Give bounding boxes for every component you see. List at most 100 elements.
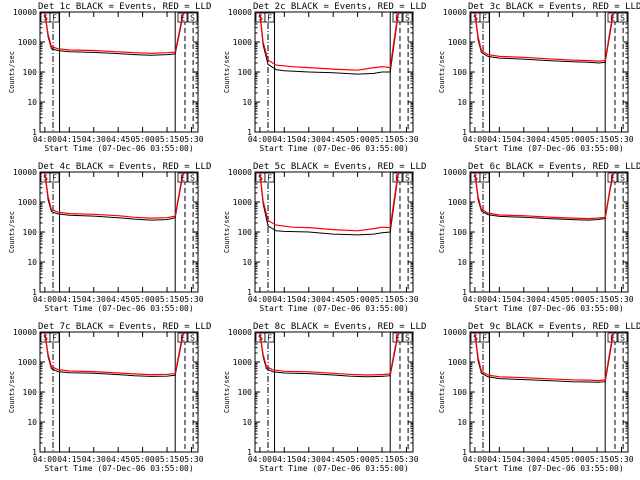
series-events-line [44, 333, 184, 377]
detector-panel-4: Det 4c BLACK = Events, RED = LLD 1 10 100 10… [8, 162, 211, 313]
x-tick-label: 05:30 [609, 455, 633, 464]
y-tick-label: 10000 [228, 168, 252, 177]
detector-panel-3: Det 3c BLACK = Events, RED = LLD 1 10 100 10… [438, 2, 640, 153]
edge-box [49, 332, 60, 343]
x-tick-label: 04:45 [536, 455, 560, 464]
x-axis-label: Start Time (07-Dec-06 03:55:00) [259, 304, 408, 313]
y-tick-label: 100 [23, 388, 38, 397]
edge-box [617, 12, 628, 23]
series-events-line [259, 333, 399, 378]
edge-box-label: F [52, 334, 57, 343]
y-tick-label: 1000 [233, 358, 252, 367]
x-tick-label: 05:15 [370, 295, 394, 304]
edge-box-label: S [405, 174, 410, 183]
y-axis-label: Counts/sec [223, 371, 231, 413]
x-tick-label: 04:30 [512, 135, 536, 144]
x-tick-label: 04:45 [321, 455, 345, 464]
panel-title: Det 1c BLACK = Events, RED = LLD [38, 2, 211, 12]
edge-box-label: F [267, 174, 272, 183]
x-tick-label: 05:00 [131, 455, 155, 464]
x-tick-label: 05:00 [346, 295, 370, 304]
series-lld-line [44, 12, 184, 54]
x-tick-label: 04:15 [487, 295, 511, 304]
series-events-line [259, 173, 399, 236]
y-tick-label: 1000 [18, 198, 37, 207]
x-tick-label: 04:15 [272, 455, 296, 464]
edge-box-label: F [267, 334, 272, 343]
x-tick-label: 05:30 [179, 135, 203, 144]
y-tick-label: 10 [242, 418, 252, 427]
panel-title: Det 4c BLACK = Events, RED = LLD [38, 162, 211, 172]
edge-box [49, 12, 60, 23]
y-tick-label: 1000 [448, 358, 467, 367]
x-tick-label: 04:15 [487, 135, 511, 144]
y-tick-label: 1 [32, 448, 37, 457]
y-axis-label: Counts/sec [8, 211, 16, 253]
x-axis-label: Start Time (07-Dec-06 03:55:00) [474, 144, 623, 153]
x-tick-label: 05:30 [394, 455, 418, 464]
x-tick-label: 05:30 [609, 135, 633, 144]
x-tick-label: 04:30 [297, 135, 321, 144]
panel-title: Det 5c BLACK = Events, RED = LLD [253, 162, 426, 172]
y-tick-label: 10000 [13, 168, 37, 177]
y-tick-label: 10000 [443, 8, 467, 17]
x-tick-label: 04:00 [248, 455, 272, 464]
series-events-line [474, 333, 614, 383]
y-tick-label: 1 [32, 128, 37, 137]
series-events-line [259, 13, 399, 75]
y-axis-label: Counts/sec [438, 51, 446, 93]
plot-frame [469, 331, 629, 453]
x-axis-label: Start Time (07-Dec-06 03:55:00) [44, 304, 193, 313]
x-tick-label: 04:45 [321, 135, 345, 144]
x-tick-label: 05:15 [155, 455, 179, 464]
x-tick-label: 05:00 [561, 295, 585, 304]
y-tick-label: 1 [32, 288, 37, 297]
x-tick-label: 05:30 [394, 135, 418, 144]
y-tick-label: 10 [457, 98, 467, 107]
x-axis-label: Start Time (07-Dec-06 03:55:00) [259, 464, 408, 473]
x-tick-label: 04:30 [512, 295, 536, 304]
y-tick-label: 10000 [443, 328, 467, 337]
x-tick-label: 04:15 [57, 295, 81, 304]
y-tick-label: 10000 [13, 328, 37, 337]
edge-box [402, 12, 413, 23]
series-lld-line [474, 172, 614, 220]
edge-box-label: S [190, 334, 195, 343]
x-tick-label: 04:00 [248, 135, 272, 144]
panel-title: Det 6c BLACK = Events, RED = LLD [468, 162, 640, 172]
edge-box-label: S [620, 174, 625, 183]
y-axis-label: Counts/sec [223, 211, 231, 253]
edge-box [187, 172, 198, 183]
x-tick-label: 05:00 [131, 295, 155, 304]
x-tick-label: 05:15 [585, 295, 609, 304]
y-tick-label: 10000 [13, 8, 37, 17]
x-tick-label: 04:45 [106, 455, 130, 464]
edge-box [264, 12, 275, 23]
y-tick-label: 10 [242, 258, 252, 267]
series-lld-line [474, 12, 614, 62]
edge-box [402, 332, 413, 343]
edge-box-label: S [405, 14, 410, 23]
panel-title: Det 9c BLACK = Events, RED = LLD [468, 322, 640, 332]
x-tick-label: 05:15 [370, 135, 394, 144]
x-tick-label: 04:30 [297, 455, 321, 464]
y-tick-label: 10 [457, 418, 467, 427]
series-events-line [44, 13, 184, 56]
y-tick-label: 10 [27, 418, 37, 427]
edge-box-label: S [190, 14, 195, 23]
x-tick-label: 04:45 [106, 135, 130, 144]
y-tick-label: 1 [462, 288, 467, 297]
panel-title: Det 8c BLACK = Events, RED = LLD [253, 322, 426, 332]
y-tick-label: 1 [247, 288, 252, 297]
x-tick-label: 04:45 [536, 135, 560, 144]
detector-panel-6: Det 6c BLACK = Events, RED = LLD 1 10 100 10… [438, 162, 640, 313]
plot-frame [254, 331, 414, 453]
y-tick-label: 100 [453, 68, 468, 77]
y-tick-label: 100 [238, 388, 253, 397]
x-axis-label: Start Time (07-Dec-06 03:55:00) [44, 464, 193, 473]
y-tick-label: 100 [238, 68, 253, 77]
x-tick-label: 04:30 [82, 455, 106, 464]
detector-panel-1: Det 1c BLACK = Events, RED = LLD 1 10 100 10… [8, 2, 211, 153]
plot-frame [39, 331, 199, 453]
